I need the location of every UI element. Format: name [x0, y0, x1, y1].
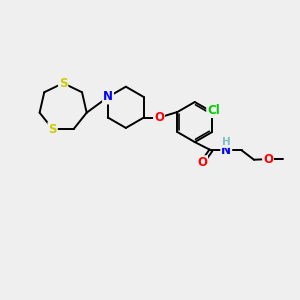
Text: H: H [222, 137, 231, 147]
Text: S: S [48, 123, 57, 136]
Text: N: N [103, 91, 113, 103]
Text: N: N [221, 144, 231, 157]
Text: S: S [59, 77, 68, 90]
Text: O: O [197, 156, 207, 169]
Text: Cl: Cl [207, 104, 220, 117]
Text: O: O [154, 111, 164, 124]
Text: O: O [263, 153, 273, 166]
